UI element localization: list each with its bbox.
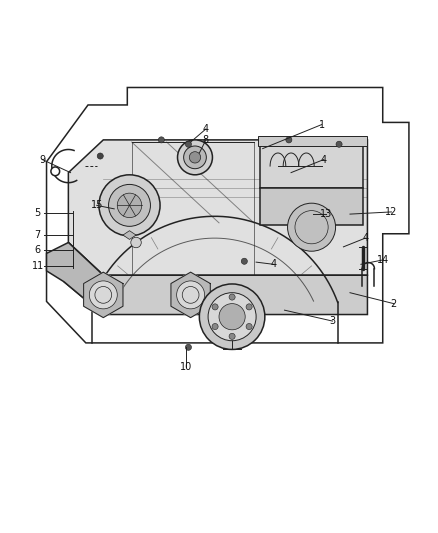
- Text: 5: 5: [35, 208, 41, 218]
- Circle shape: [51, 167, 60, 176]
- Circle shape: [241, 258, 247, 264]
- Circle shape: [109, 184, 150, 227]
- Circle shape: [229, 333, 235, 340]
- Text: 4: 4: [203, 124, 209, 134]
- Text: 4: 4: [271, 260, 277, 269]
- Polygon shape: [123, 231, 136, 239]
- Text: 2: 2: [391, 298, 397, 309]
- Polygon shape: [84, 272, 123, 318]
- Polygon shape: [261, 188, 363, 225]
- Polygon shape: [64, 243, 367, 314]
- Polygon shape: [171, 272, 210, 318]
- Circle shape: [131, 237, 141, 248]
- Circle shape: [185, 344, 191, 350]
- Circle shape: [336, 141, 342, 147]
- Circle shape: [199, 284, 265, 350]
- Circle shape: [219, 304, 245, 330]
- Circle shape: [246, 324, 252, 329]
- Text: 10: 10: [180, 362, 192, 372]
- Circle shape: [189, 152, 201, 163]
- Text: 6: 6: [35, 245, 41, 255]
- Text: 14: 14: [377, 255, 389, 265]
- Text: 4: 4: [321, 155, 327, 165]
- Circle shape: [212, 304, 218, 310]
- Text: 15: 15: [91, 200, 103, 211]
- Circle shape: [97, 153, 103, 159]
- Text: 3: 3: [329, 316, 336, 326]
- Circle shape: [158, 137, 164, 143]
- Text: 7: 7: [35, 230, 41, 240]
- Circle shape: [286, 137, 292, 143]
- Polygon shape: [261, 142, 363, 188]
- Circle shape: [184, 146, 206, 169]
- Circle shape: [117, 193, 142, 217]
- Text: 11: 11: [32, 261, 44, 271]
- Polygon shape: [258, 135, 367, 147]
- Polygon shape: [46, 243, 103, 314]
- Text: 9: 9: [39, 155, 45, 165]
- Polygon shape: [68, 140, 367, 275]
- Text: 8: 8: [203, 135, 209, 145]
- Text: 13: 13: [320, 209, 332, 219]
- Text: 4: 4: [362, 233, 368, 243]
- Circle shape: [288, 203, 336, 251]
- Circle shape: [89, 281, 117, 309]
- Circle shape: [99, 175, 160, 236]
- Circle shape: [177, 140, 212, 175]
- Circle shape: [212, 324, 218, 329]
- Circle shape: [208, 293, 256, 341]
- Text: 1: 1: [318, 119, 325, 130]
- Text: 12: 12: [385, 207, 398, 217]
- Circle shape: [246, 304, 252, 310]
- Circle shape: [229, 294, 235, 300]
- Circle shape: [177, 281, 205, 309]
- Circle shape: [185, 141, 191, 147]
